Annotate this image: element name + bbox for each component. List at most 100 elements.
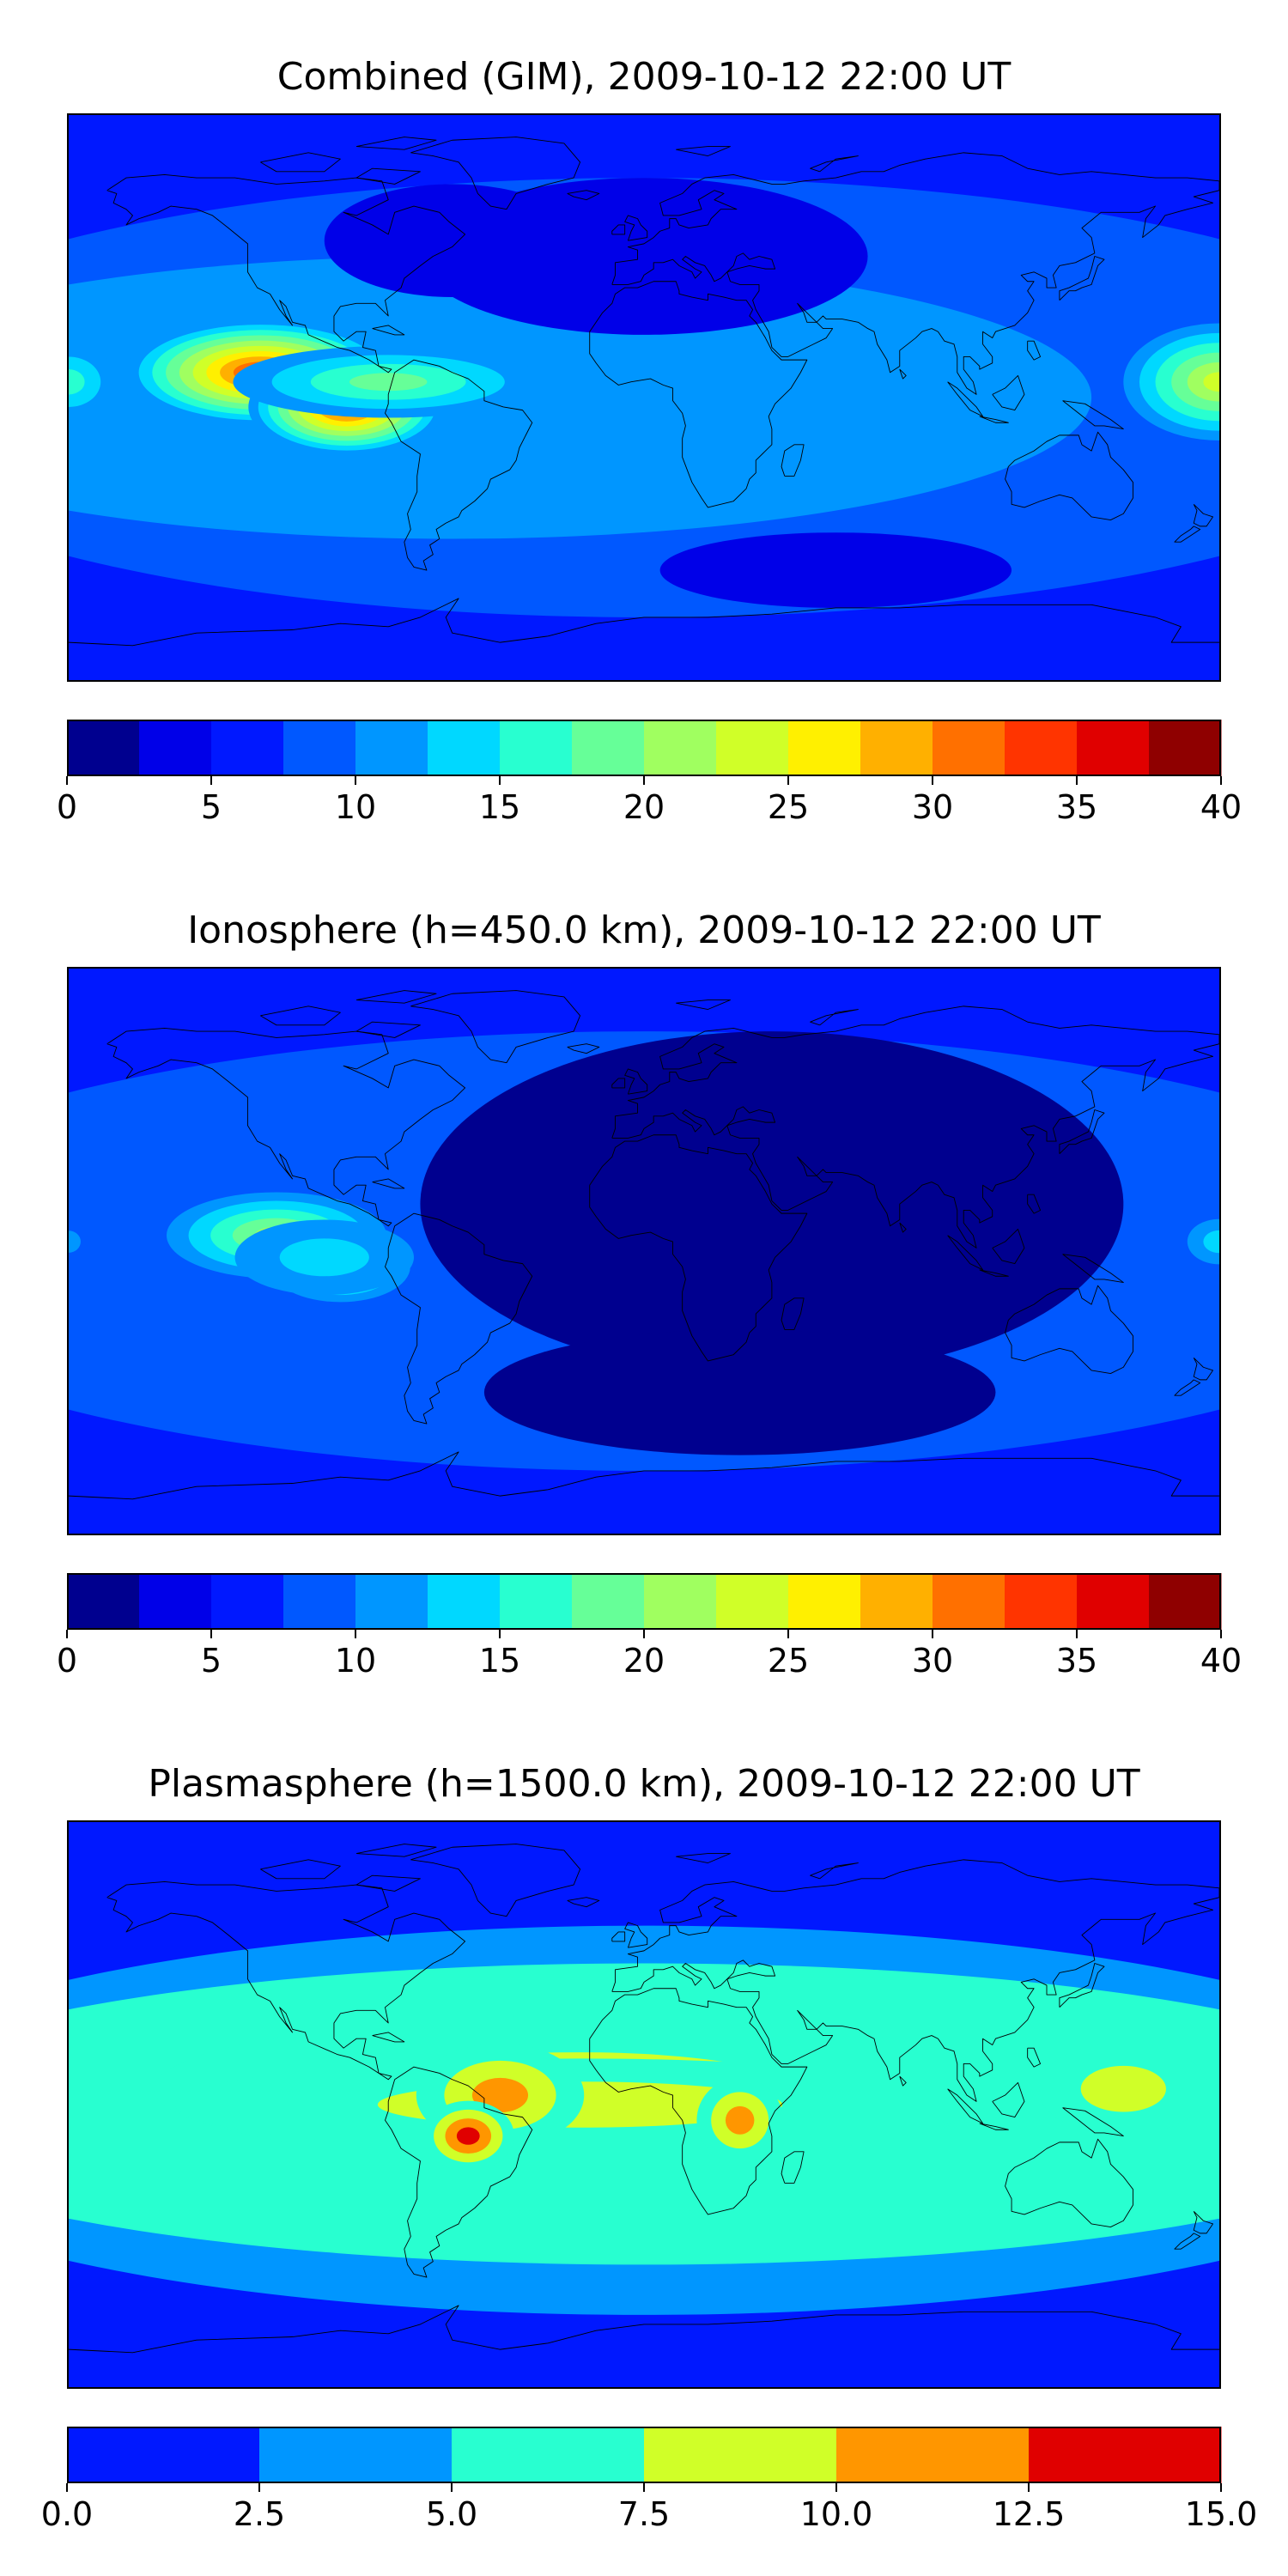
colorbar-tick-label: 0: [56, 1642, 78, 1680]
coastline: [612, 153, 1219, 394]
coastline: [781, 445, 804, 477]
map-plasmasphere: [67, 1820, 1221, 2389]
coastline: [590, 1989, 807, 2215]
colorbar-swatch: [572, 1573, 645, 1630]
contour-level: [349, 373, 428, 392]
coastline: [811, 156, 859, 172]
colorbar-swatch: [1149, 1573, 1222, 1630]
contour-level: [69, 1230, 81, 1253]
colorbar-tick-label: 15: [478, 788, 521, 826]
coastline: [356, 1022, 420, 1037]
colorbar-swatch: [860, 720, 933, 776]
colorbar-tick-label: 30: [911, 788, 954, 826]
colorbar-swatch: [933, 1573, 1005, 1630]
colorbar-swatch: [67, 2427, 260, 2483]
coastline: [993, 2082, 1024, 2117]
contour-band: [659, 532, 1012, 608]
map-ionosphere: [67, 967, 1221, 1535]
colorbar-tick-label: 25: [767, 1642, 810, 1680]
colorbar-swatch: [1005, 1573, 1078, 1630]
coastline: [1175, 2233, 1200, 2249]
colorbar-tick-label: 15.0: [1184, 2495, 1258, 2533]
colorbar-swatch: [283, 720, 356, 776]
colorbar-tick-label: 5.0: [425, 2495, 478, 2533]
colorbar-frame: [67, 1573, 1221, 1630]
coastline: [386, 2067, 532, 2277]
colorbar-combined: 0 5 10 15 20 25 30 35 40: [57, 720, 1242, 826]
coastline: [612, 1006, 1219, 1248]
colorbar-swatch: [1077, 1573, 1150, 1630]
colorbar-tick-label: 35: [1055, 788, 1098, 826]
contour-level: [69, 369, 85, 395]
colorbar-swatch: [452, 2427, 645, 2483]
coastline: [107, 1881, 465, 2079]
contour-level: [1203, 1230, 1219, 1254]
colorbar-swatch: [355, 720, 428, 776]
coastline: [625, 1923, 647, 1947]
coastline: [993, 1229, 1024, 1263]
coastline: [69, 598, 1219, 646]
coastline: [386, 1213, 532, 1424]
coastline: [900, 369, 906, 379]
colorbar-tick-label: 15: [478, 1642, 521, 1680]
coastline: [1005, 2139, 1133, 2227]
coastline: [107, 174, 465, 372]
coastline: [69, 2306, 1219, 2353]
colorbar-tick-label: 10: [334, 788, 377, 826]
colorbar-swatch: [1005, 720, 1078, 776]
colorbar-swatch: [355, 1573, 428, 1630]
colorbar-tick-label: 30: [911, 1642, 954, 1680]
colorbar-plasmasphere: 0.0 2.5 5.0 7.5 10.0 12.5 15.0: [41, 2427, 1257, 2533]
coastline: [410, 137, 580, 210]
coastline: [1060, 1964, 1104, 2008]
coastline: [612, 1078, 625, 1088]
coastline: [568, 1898, 599, 1907]
colorbar-swatch: [139, 1573, 212, 1630]
coastline: [781, 1298, 804, 1330]
coastline: [1005, 432, 1133, 519]
coastline: [676, 147, 730, 156]
colorbar-swatch: [788, 1573, 861, 1630]
chart-title-plasmasphere: Plasmasphere (h=1500.0 km), 2009-10-12 2…: [148, 1762, 1140, 1806]
coastline: [1194, 2211, 1212, 2233]
coastline: [1175, 1380, 1200, 1395]
colorbar-tick-label: 20: [623, 1642, 665, 1680]
colorbar-swatch: [500, 720, 573, 776]
colorbar-tick-label: 20: [623, 788, 665, 826]
colorbar-swatch: [788, 720, 861, 776]
contour-level: [279, 1238, 369, 1277]
coastline: [980, 416, 1009, 422]
colorbar-swatch: [860, 1573, 933, 1630]
colorbar-swatch: [428, 720, 501, 776]
coastline: [612, 225, 625, 234]
colorbar-swatch: [428, 1573, 501, 1630]
contour-level: [456, 2127, 480, 2145]
colorbar-frame: [67, 720, 1221, 776]
coastline: [1194, 504, 1212, 526]
coastline: [386, 360, 532, 570]
colorbar-tick-label: 0: [56, 788, 78, 826]
colorbar-swatch: [836, 2427, 1030, 2483]
coastline: [1060, 1110, 1104, 1154]
coastline: [373, 325, 404, 335]
contour-level: [1080, 2065, 1166, 2112]
coastline: [356, 991, 436, 1004]
coastline: [676, 1000, 730, 1010]
colorbar-swatch: [572, 720, 645, 776]
colorbar-swatch: [716, 1573, 789, 1630]
colorbar-swatch: [644, 720, 717, 776]
colorbar-ionosphere: 0 5 10 15 20 25 30 35 40: [57, 1573, 1242, 1680]
coastline: [811, 1010, 859, 1025]
contour-band: [420, 178, 868, 335]
colorbar-swatches: [66, 2427, 1222, 2492]
coastline: [948, 2089, 983, 2123]
colorbar-tick-label: 40: [1200, 788, 1242, 826]
coastline: [356, 1875, 420, 1891]
chart-title-ionosphere: Ionosphere (h=450.0 km), 2009-10-12 22:0…: [187, 908, 1101, 952]
coastline: [676, 1854, 730, 1863]
coastline: [260, 1860, 340, 1879]
colorbar-tick-label: 35: [1055, 1642, 1098, 1680]
coastline: [590, 1135, 807, 1361]
coastline: [373, 1179, 404, 1188]
colorbar-swatch: [644, 1573, 717, 1630]
